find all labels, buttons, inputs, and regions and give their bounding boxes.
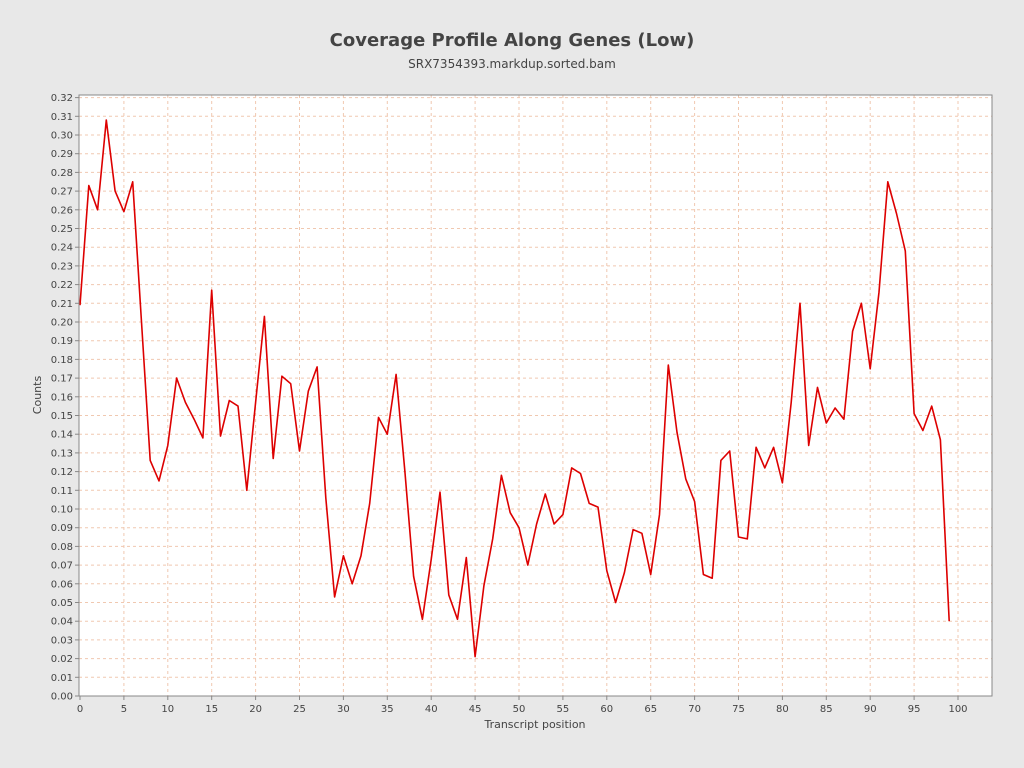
y-tick-label: 0.12 (51, 467, 73, 478)
x-tick-label: 40 (425, 704, 438, 715)
y-tick-label: 0.07 (51, 561, 73, 572)
x-tick-label: 90 (864, 704, 877, 715)
x-tick-label: 60 (600, 704, 613, 715)
y-tick-label: 0.20 (51, 318, 73, 329)
y-tick-label: 0.16 (51, 392, 73, 403)
x-tick-label: 65 (644, 704, 657, 715)
x-tick-label: 5 (121, 704, 127, 715)
plot-background (79, 95, 992, 696)
y-tick-label: 0.02 (51, 654, 73, 665)
x-tick-label: 35 (381, 704, 394, 715)
x-tick-label: 10 (161, 704, 174, 715)
y-tick-label: 0.25 (51, 224, 73, 235)
x-tick-label: 30 (337, 704, 350, 715)
x-tick-label: 55 (557, 704, 570, 715)
x-tick-label: 70 (688, 704, 701, 715)
axes: 0.00 0.01 0.02 0.03 0.04 0.05 0.06 0.07 0.08 0.09… (51, 93, 968, 715)
y-tick-label: 0.23 (51, 261, 73, 272)
x-tick-label: 0 (77, 704, 83, 715)
x-tick-label: 15 (205, 704, 218, 715)
x-tick-label: 75 (732, 704, 745, 715)
y-tick-label: 0.18 (51, 355, 73, 366)
y-tick-label: 0.22 (51, 280, 73, 291)
x-tick-label: 85 (820, 704, 833, 715)
x-tick-label: 50 (513, 704, 526, 715)
y-tick-label: 0.00 (51, 692, 73, 703)
chart-subtitle: SRX7354393.markdup.sorted.bam (408, 57, 616, 71)
y-tick-label: 0.27 (51, 187, 73, 198)
y-tick-label: 0.29 (51, 149, 73, 160)
y-tick-label: 0.32 (51, 93, 73, 104)
y-tick-label: 0.13 (51, 448, 73, 459)
y-tick-label: 0.06 (51, 579, 73, 590)
y-tick-label: 0.01 (51, 673, 73, 684)
y-tick-label: 0.21 (51, 299, 73, 310)
plot-border (78, 94, 993, 697)
y-tick-label: 0.30 (51, 131, 73, 142)
coverage-series-line (79, 119, 950, 658)
x-tick-label: 20 (249, 704, 262, 715)
chart-title: Coverage Profile Along Genes (Low) (329, 30, 695, 51)
y-tick-label: 0.11 (51, 486, 73, 497)
y-axis-label: Counts (31, 376, 44, 415)
y-tick-label: 0.09 (51, 523, 73, 534)
x-tick-label: 45 (469, 704, 482, 715)
y-tick-label: 0.15 (51, 411, 73, 422)
y-tick-label: 0.24 (51, 243, 73, 254)
series-layer (79, 119, 950, 658)
y-tick-label: 0.19 (51, 336, 73, 347)
y-tick-label: 0.05 (51, 598, 73, 609)
y-tick-label: 0.04 (51, 617, 73, 628)
x-tick-label: 95 (908, 704, 921, 715)
y-tick-label: 0.10 (51, 505, 73, 516)
x-tick-label: 100 (948, 704, 967, 715)
y-tick-label: 0.31 (51, 112, 73, 123)
x-axis-label: Transcript position (483, 718, 585, 731)
y-tick-label: 0.03 (51, 635, 73, 646)
y-tick-label: 0.26 (51, 205, 73, 216)
y-tick-label: 0.14 (51, 430, 73, 441)
y-tick-label: 0.08 (51, 542, 73, 553)
grid-lines (79, 95, 992, 696)
y-tick-label: 0.28 (51, 168, 73, 179)
x-tick-label: 80 (776, 704, 789, 715)
y-tick-label: 0.17 (51, 374, 73, 385)
x-tick-label: 25 (293, 704, 306, 715)
